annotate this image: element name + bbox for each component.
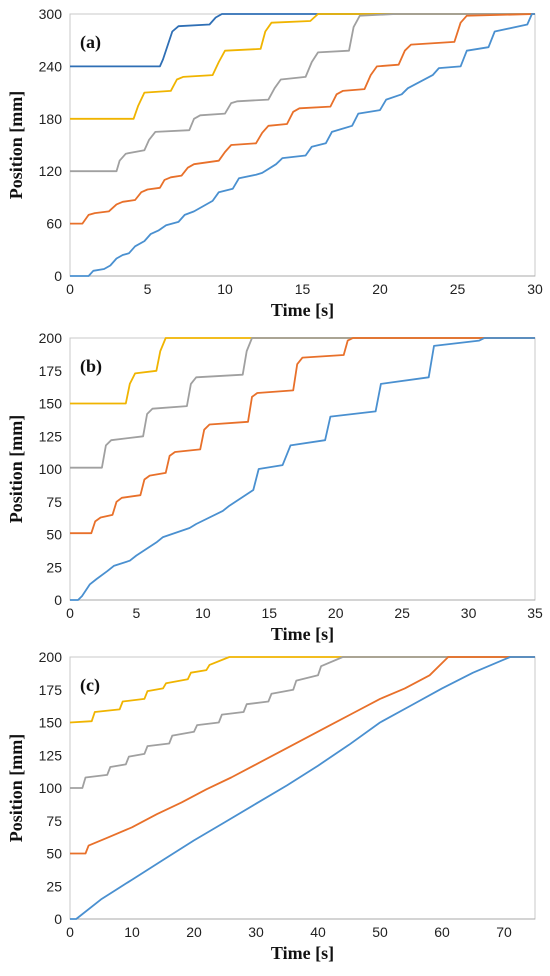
y-tick-label: 0 [54,911,62,927]
plot-frame [69,656,536,920]
y-tick-label: 200 [39,649,63,665]
y-tick-label: 100 [39,780,63,796]
series-line-4 [70,656,535,920]
series-line-4 [70,13,535,225]
x-tick-label: 20 [186,924,202,940]
y-tick-label: 175 [39,682,63,698]
x-tick-label: 0 [66,924,74,940]
y-tick-label: 75 [46,813,62,829]
y-tick-label: 0 [54,592,62,608]
x-tick-label: 30 [527,281,543,297]
x-tick-label: 50 [372,924,388,940]
y-tick-label: 75 [46,494,62,510]
y-tick-label: 240 [39,58,63,74]
plot-frame [69,337,536,601]
y-tick-label: 175 [39,363,63,379]
y-tick-label: 300 [39,6,63,22]
x-tick-label: 5 [133,605,141,621]
x-tick-label: 35 [527,605,543,621]
y-axis-label: Position [mm] [6,734,26,842]
panel-label: (b) [80,356,102,377]
y-tick-label: 120 [39,163,63,179]
x-tick-label: 40 [310,924,326,940]
y-axis-label: Position [mm] [6,415,26,523]
series-line-5 [70,13,535,277]
x-tick-label: 70 [496,924,512,940]
series-line-2 [70,656,535,789]
y-tick-label: 200 [39,330,63,346]
y-tick-label: 125 [39,747,63,763]
y-tick-label: 0 [54,268,62,284]
series-line-1 [70,337,535,405]
x-tick-label: 15 [261,605,277,621]
y-tick-label: 60 [46,216,62,232]
y-tick-label: 50 [46,846,62,862]
series-line-2 [70,13,535,120]
x-tick-label: 0 [66,281,74,297]
y-tick-label: 25 [46,559,62,575]
series-line-3 [70,337,535,535]
x-tick-label: 20 [328,605,344,621]
series-line-4 [70,337,535,601]
chart-panel-2: 0 25 50 75 100 125 150 175 200 0 5 10 15 20 25 30 35 (b) T… [6,330,543,644]
y-tick-label: 150 [39,715,63,731]
x-tick-label: 30 [461,605,477,621]
series-line-2 [70,337,535,469]
y-tick-label: 150 [39,396,63,412]
x-tick-label: 10 [217,281,233,297]
series-line-1 [70,656,535,724]
y-tick-label: 100 [39,461,63,477]
series-line-3 [70,656,535,855]
y-tick-label: 125 [39,428,63,444]
chart-panel-1: 0 60 120 180 240 300 0 5 10 15 20 25 30 (a) Time [s] Po… [6,6,543,320]
x-tick-label: 10 [195,605,211,621]
y-tick-label: 25 [46,878,62,894]
panel-label: (a) [80,32,101,53]
y-tick-label: 180 [39,111,63,127]
x-tick-label: 15 [295,281,311,297]
x-tick-label: 5 [144,281,152,297]
x-tick-label: 60 [434,924,450,940]
x-axis-label: Time [s] [271,300,334,320]
x-axis-label: Time [s] [271,943,334,963]
series-line-3 [70,13,535,173]
x-tick-label: 25 [394,605,410,621]
series-line-1 [70,13,535,68]
x-tick-label: 30 [248,924,264,940]
chart-panel-3: 0 25 50 75 100 125 150 175 200 0 10 20 30 40 50 60 70 (c)… [6,649,536,963]
x-tick-label: 10 [124,924,140,940]
x-tick-label: 25 [450,281,466,297]
x-axis-label: Time [s] [271,624,334,644]
x-tick-label: 20 [372,281,388,297]
y-tick-label: 50 [46,527,62,543]
x-tick-label: 0 [66,605,74,621]
y-axis-label: Position [mm] [6,91,26,199]
panel-label: (c) [80,675,100,696]
